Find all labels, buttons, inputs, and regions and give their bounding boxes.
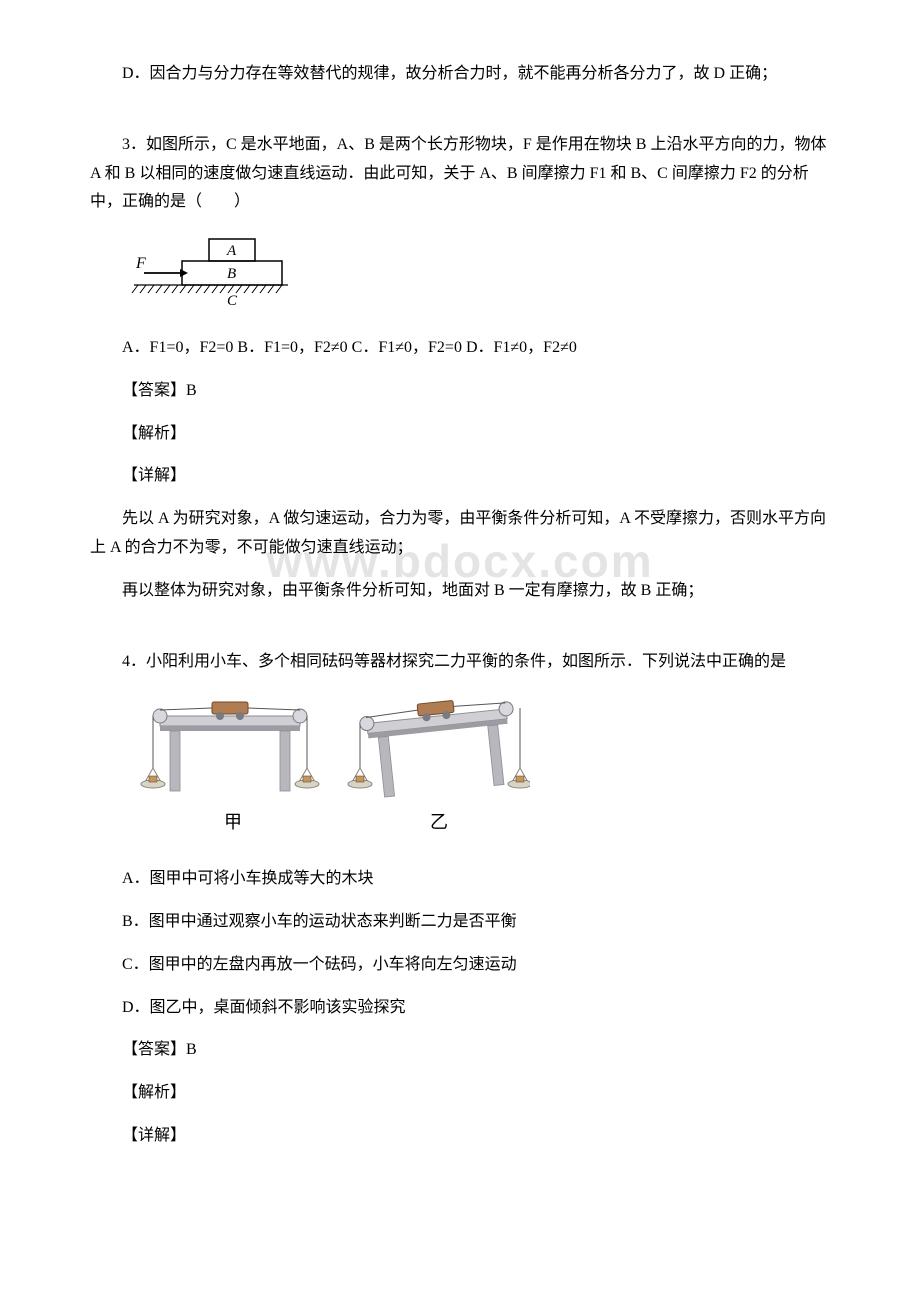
svg-text:B: B <box>227 266 236 282</box>
label-yi: 乙 <box>430 812 448 832</box>
q3-explain-1: 先以 A 为研究对象，A 做匀速运动，合力为零，由平衡条件分析可知，A 不受摩擦… <box>90 505 830 563</box>
q4-diagram: 甲 乙 <box>130 690 830 851</box>
q4-optC: C．图甲中的左盘内再放一个砝码，小车将向左匀速运动 <box>90 951 830 980</box>
page-content: D．因合力与分力存在等效替代的规律，故分析合力时，就不能再分析各分力了，故 D … <box>90 60 830 1151</box>
svg-text:A: A <box>226 243 237 259</box>
q3-analysis-label: 【解析】 <box>90 420 830 449</box>
q3-options: A．F1=0，F2=0 B．F1=0，F2≠0 C．F1≠0，F2=0 D．F1… <box>90 334 830 363</box>
q3-stem: 3．如图所示，C 是水平地面，A、B 是两个长方形物块，F 是作用在物块 B 上… <box>90 131 830 217</box>
answer-D-text: D．因合力与分力存在等效替代的规律，故分析合力时，就不能再分析各分力了，故 D … <box>90 60 830 89</box>
svg-text:F: F <box>135 255 146 272</box>
q3-answer: 【答案】B <box>90 377 830 406</box>
q4-detail-label: 【详解】 <box>90 1122 830 1151</box>
q4-optB: B．图甲中通过观察小车的运动状态来判断二力是否平衡 <box>90 908 830 937</box>
q4-stem: 4．小阳利用小车、多个相同砝码等器材探究二力平衡的条件，如图所示．下列说法中正确… <box>90 648 830 677</box>
label-jia: 甲 <box>224 812 242 832</box>
svg-text:C: C <box>227 293 238 309</box>
q4-optD: D．图乙中，桌面倾斜不影响该实验探究 <box>90 994 830 1023</box>
q3-diagram: F A B C <box>130 231 830 320</box>
q4-optA: A．图甲中可将小车换成等大的木块 <box>90 865 830 894</box>
q3-explain-2: 再以整体为研究对象，由平衡条件分析可知，地面对 B 一定有摩擦力，故 B 正确； <box>90 577 830 606</box>
q4-answer: 【答案】B <box>90 1036 830 1065</box>
q3-detail-label: 【详解】 <box>90 462 830 491</box>
q4-analysis-label: 【解析】 <box>90 1079 830 1108</box>
